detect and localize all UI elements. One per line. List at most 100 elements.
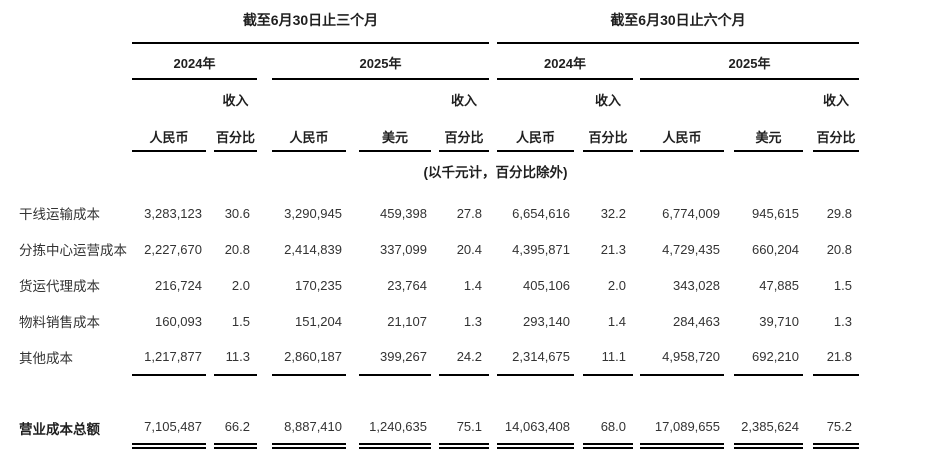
- value-cell: 11.1: [583, 339, 633, 376]
- empty-cell: [359, 79, 431, 110]
- value-cell: 11.3: [214, 339, 257, 376]
- gap-cell: [574, 79, 583, 110]
- total-value-cell: 8,887,410: [272, 410, 346, 449]
- gap-cell: [633, 195, 640, 231]
- value-cell: 2,414,839: [284, 241, 342, 257]
- value-cell: 1.5: [833, 277, 852, 293]
- empty-cell: [132, 79, 206, 110]
- value-cell: 151,204: [295, 313, 342, 329]
- gap-cell: [206, 231, 214, 267]
- gap-cell: [346, 79, 359, 110]
- column-header-usd: 美元: [734, 110, 803, 152]
- value-cell: 337,099: [380, 241, 427, 257]
- corner-cell: [14, 43, 132, 79]
- value-cell: 399,267: [359, 339, 431, 376]
- gap-cell: [724, 195, 734, 231]
- total-label: 营业成本总额: [19, 422, 100, 437]
- value-cell: 39,710: [759, 313, 799, 329]
- value-cell: 24.2: [439, 339, 489, 376]
- value-cell: 20.4: [456, 241, 482, 257]
- gap-cell: [803, 303, 813, 339]
- gap-cell: [257, 110, 272, 151]
- column-header-usd: 美元: [359, 110, 431, 152]
- gap-cell: [803, 231, 813, 267]
- gap-cell: [489, 43, 497, 79]
- value-cell: 170,235: [295, 277, 342, 293]
- value-cell: 27.8: [456, 205, 482, 221]
- value-cell: 3,290,945: [284, 205, 342, 221]
- gap-cell: [431, 79, 439, 110]
- value-cell: 21,107: [387, 313, 427, 329]
- gap-cell: [724, 79, 734, 110]
- gap-cell: [431, 231, 439, 267]
- gap-cell: [489, 339, 497, 375]
- gap-cell: [206, 110, 214, 151]
- value-cell: 6,774,009: [662, 205, 720, 221]
- table-row: 干线运输成本 3,283,123 30.6 3,290,945 459,398 …: [14, 195, 859, 231]
- empty-cell: [497, 79, 574, 110]
- value-cell: 459,398: [380, 205, 427, 221]
- value-cell: 20.8: [224, 241, 250, 257]
- gap-cell: [633, 410, 640, 446]
- column-header-row: 人民币 百分比 人民币 美元 百分比 人民币 百分比 人民币 美元 百分比: [14, 110, 859, 152]
- value-cell: 4,729,435: [662, 241, 720, 257]
- gap-cell: [431, 339, 439, 375]
- total-value-cell: 66.2: [214, 410, 257, 449]
- value-cell: 2,860,187: [272, 339, 346, 376]
- gap-cell: [206, 195, 214, 231]
- gap-cell: [574, 110, 583, 151]
- gap-cell: [431, 195, 439, 231]
- gap-cell: [724, 339, 734, 375]
- gap-cell: [633, 110, 640, 151]
- value-cell: 4,958,720: [640, 339, 724, 376]
- corner-cell: [14, 110, 132, 151]
- value-cell: 2.0: [231, 277, 250, 293]
- value-cell: 2.0: [607, 277, 626, 293]
- value-cell: 2,314,675: [497, 339, 574, 376]
- gap-cell: [206, 339, 214, 375]
- column-header-pct: 百分比: [813, 110, 859, 152]
- row-label: 干线运输成本: [19, 207, 100, 222]
- value-cell: 160,093: [155, 313, 202, 329]
- total-value-cell: 17,089,655: [640, 410, 724, 449]
- revenue-header: 收入: [822, 93, 849, 108]
- value-cell: 1.3: [833, 313, 852, 329]
- gap-cell: [346, 303, 359, 339]
- table-row: 物料销售成本 160,093 1.5 151,204 21,107 1.3 29…: [14, 303, 859, 339]
- gap-cell: [489, 303, 497, 339]
- value-cell: 945,615: [752, 205, 799, 221]
- column-header-pct: 百分比: [439, 110, 489, 152]
- revenue-header: 收入: [594, 93, 621, 108]
- table-row: 其他成本 1,217,877 11.3 2,860,187 399,267 24…: [14, 339, 859, 376]
- value-cell: 343,028: [673, 277, 720, 293]
- value-cell: 4,395,871: [512, 241, 570, 257]
- gap-cell: [633, 43, 640, 79]
- gap-cell: [724, 303, 734, 339]
- value-cell: 21.3: [600, 241, 626, 257]
- gap-cell: [574, 339, 583, 375]
- total-value-cell: 1,240,635: [359, 410, 431, 449]
- gap-cell: [257, 303, 272, 339]
- value-cell: 1.3: [463, 313, 482, 329]
- gap-cell: [803, 410, 813, 446]
- corner-cell: [14, 79, 132, 110]
- value-cell: 293,140: [523, 313, 570, 329]
- total-value-cell: 14,063,408: [497, 410, 574, 449]
- gap-cell: [574, 410, 583, 446]
- value-cell: 3,283,123: [144, 205, 202, 221]
- gap-cell: [346, 339, 359, 375]
- value-cell: 30.6: [224, 205, 250, 221]
- gap-cell: [724, 231, 734, 267]
- gap-cell: [633, 267, 640, 303]
- period-header-row: 截至6月30日止三个月 截至6月30日止六个月: [14, 0, 859, 44]
- empty-cell: [640, 79, 724, 110]
- year-header-2025-6m: 2025年: [640, 43, 859, 80]
- value-cell: 405,106: [523, 277, 570, 293]
- gap-cell: [803, 267, 813, 303]
- gap-cell: [346, 195, 359, 231]
- gap-cell: [431, 267, 439, 303]
- value-cell: 47,885: [759, 277, 799, 293]
- column-header-pct: 百分比: [583, 110, 633, 152]
- gap-cell: [489, 110, 497, 151]
- empty-cell: [272, 79, 346, 110]
